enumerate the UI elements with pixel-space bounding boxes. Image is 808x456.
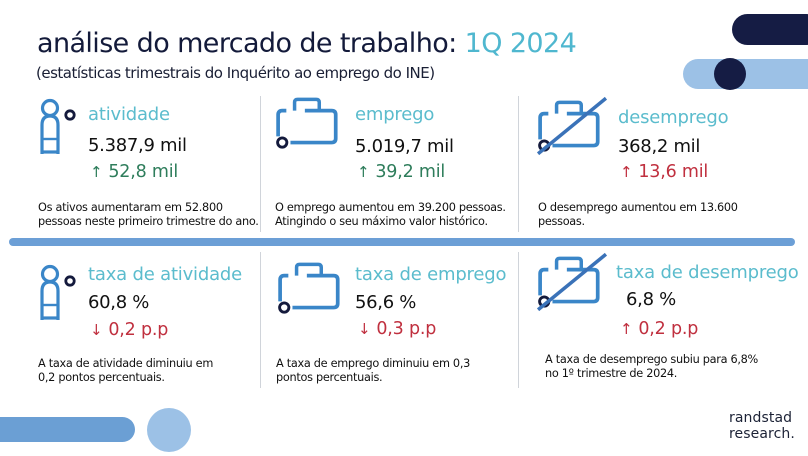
stat-delta: ↑ 0,2 p.p	[620, 319, 698, 339]
decorative-navy-pill	[732, 14, 808, 45]
stat-description: A taxa de emprego diminuiu em 0,3 pontos…	[276, 357, 470, 385]
stat-description-line: pessoas neste primeiro trimestre do ano.	[38, 215, 259, 228]
stat-value: 5.387,9 mil	[88, 135, 187, 156]
briefcase-icon	[274, 97, 346, 149]
briefcase-crossed-icon	[536, 96, 608, 156]
stat-description-line: A taxa de atividade diminuiu em	[38, 357, 214, 370]
stat-label: emprego	[355, 104, 435, 125]
stat-description-line: O emprego aumentou em 39.200 pessoas.	[275, 201, 506, 214]
stat-label: taxa de emprego	[355, 264, 507, 285]
decorative-bottom-pill	[0, 417, 135, 442]
stat-delta: ↑ 39,2 mil	[357, 162, 445, 182]
stat-delta-value: 39,2 mil	[375, 162, 446, 182]
stat-label: taxa de desemprego	[616, 262, 799, 283]
stat-delta: ↓ 0,3 p.p	[358, 319, 436, 339]
arrow-down-icon: ↓	[90, 321, 103, 339]
decorative-navy-dot	[714, 58, 746, 90]
logo-line: randstad	[729, 410, 793, 426]
stat-description-line: 0,2 pontos percentuais.	[38, 371, 165, 384]
stat-delta: ↑ 52,8 mil	[90, 162, 178, 182]
stat-delta: ↓ 0,2 p.p	[90, 320, 168, 340]
stat-delta: ↑ 13,6 mil	[620, 162, 708, 182]
column-divider	[260, 96, 261, 232]
person-icon	[37, 264, 77, 320]
briefcase-crossed-icon	[536, 252, 608, 312]
arrow-up-icon: ↑	[620, 320, 633, 338]
briefcase-icon	[276, 262, 348, 314]
stat-value: 6,8 %	[626, 289, 676, 310]
stat-description-line: O desemprego aumentou em 13.600	[538, 201, 738, 214]
stat-description: Os ativos aumentaram em 52.800 pessoas n…	[38, 201, 259, 229]
stat-description-line: pessoas.	[538, 215, 585, 228]
page-title: análise do mercado de trabalho: 1Q 2024	[37, 28, 577, 59]
stat-description: O emprego aumentou em 39.200 pessoas. At…	[275, 201, 506, 229]
stat-description: A taxa de desemprego subiu para 6,8% no …	[545, 353, 758, 381]
stat-delta-value: 13,6 mil	[638, 162, 709, 182]
stat-value: 56,6 %	[355, 292, 417, 313]
stat-value: 5.019,7 mil	[355, 136, 454, 157]
stat-delta-value: 0,2 p.p	[638, 319, 699, 339]
stat-description-line: Os ativos aumentaram em 52.800	[38, 201, 223, 214]
stat-description-line: pontos percentuais.	[276, 371, 383, 384]
stat-label: taxa de atividade	[88, 264, 243, 285]
stat-delta-value: 52,8 mil	[108, 162, 179, 182]
arrow-up-icon: ↑	[620, 163, 633, 181]
stat-value: 368,2 mil	[618, 136, 701, 157]
stat-description-line: A taxa de emprego diminuiu em 0,3	[276, 357, 471, 370]
stat-description: O desemprego aumentou em 13.600 pessoas.	[538, 201, 738, 229]
column-divider	[260, 252, 261, 388]
column-divider	[518, 252, 519, 388]
stat-description: A taxa de atividade diminuiu em 0,2 pont…	[38, 357, 213, 385]
stat-description-line: Atingindo o seu máximo valor histórico.	[275, 215, 488, 228]
stat-description-line: A taxa de desemprego subiu para 6,8%	[545, 353, 758, 366]
page-title-main: análise do mercado de trabalho:	[37, 28, 457, 59]
page-subtitle: (estatísticas trimestrais do Inquérito a…	[36, 64, 435, 82]
arrow-down-icon: ↓	[358, 320, 371, 338]
stat-label: atividade	[88, 104, 170, 125]
randstad-research-logo: randstad research.	[729, 410, 795, 442]
stat-delta-value: 0,2 p.p	[108, 320, 169, 340]
stat-description-line: no 1º trimestre de 2024.	[545, 367, 678, 380]
column-divider	[518, 96, 519, 232]
row-divider-bar	[9, 238, 795, 246]
stat-value: 60,8 %	[88, 292, 150, 313]
arrow-up-icon: ↑	[357, 163, 370, 181]
arrow-up-icon: ↑	[90, 163, 103, 181]
logo-line: research.	[729, 426, 795, 442]
page-title-period: 1Q 2024	[464, 28, 577, 59]
decorative-bottom-dot	[147, 408, 191, 452]
stat-label: desemprego	[618, 107, 729, 128]
person-icon	[37, 98, 77, 154]
stat-delta-value: 0,3 p.p	[376, 319, 437, 339]
